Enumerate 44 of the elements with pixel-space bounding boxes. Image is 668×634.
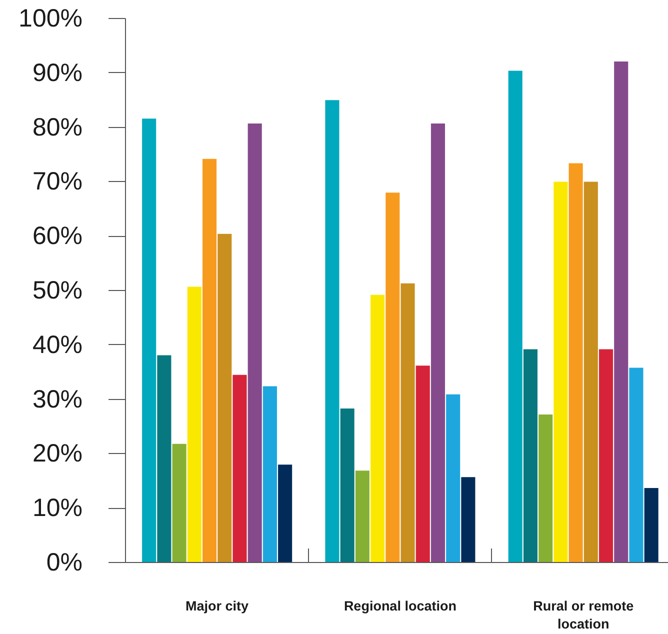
bar <box>568 163 583 562</box>
bar <box>278 464 292 562</box>
bar <box>584 182 598 562</box>
x-tick-label: Regional location <box>344 598 456 614</box>
bar <box>629 368 644 562</box>
bar <box>523 349 538 562</box>
bar <box>157 355 172 562</box>
bar <box>248 123 262 562</box>
bar <box>187 286 202 562</box>
bar <box>355 470 370 562</box>
bar <box>400 283 415 562</box>
y-tick-label: 50% <box>32 276 83 304</box>
y-tick-label: 0% <box>46 548 83 576</box>
bar <box>461 477 476 562</box>
bar <box>232 374 247 562</box>
bar <box>370 294 385 562</box>
x-tick-label: Rural or remote location <box>533 598 634 632</box>
y-tick-label: 20% <box>32 440 83 468</box>
bar <box>598 349 614 562</box>
bar <box>262 386 277 562</box>
y-tick-label: 40% <box>32 330 83 359</box>
bar <box>142 118 156 562</box>
y-tick-label: 60% <box>32 222 83 250</box>
y-tick-label: 10% <box>32 494 83 522</box>
bar <box>325 100 340 562</box>
bar <box>218 234 232 562</box>
bar <box>430 123 445 562</box>
y-tick-label: 100% <box>18 4 83 32</box>
bar <box>446 394 460 562</box>
y-tick-label: 80% <box>32 113 83 142</box>
bar <box>644 488 658 562</box>
bar <box>340 408 354 562</box>
bar <box>554 182 568 562</box>
bar <box>386 192 400 562</box>
bar <box>172 444 186 562</box>
bar <box>508 70 522 562</box>
x-tick-label: Major city <box>186 598 250 614</box>
y-tick-label: 70% <box>32 168 83 196</box>
y-tick-label: 30% <box>32 385 83 414</box>
bar <box>614 61 628 562</box>
bar <box>202 158 217 562</box>
y-tick-label: 90% <box>32 58 83 87</box>
bar <box>416 366 430 562</box>
bar <box>538 414 553 562</box>
